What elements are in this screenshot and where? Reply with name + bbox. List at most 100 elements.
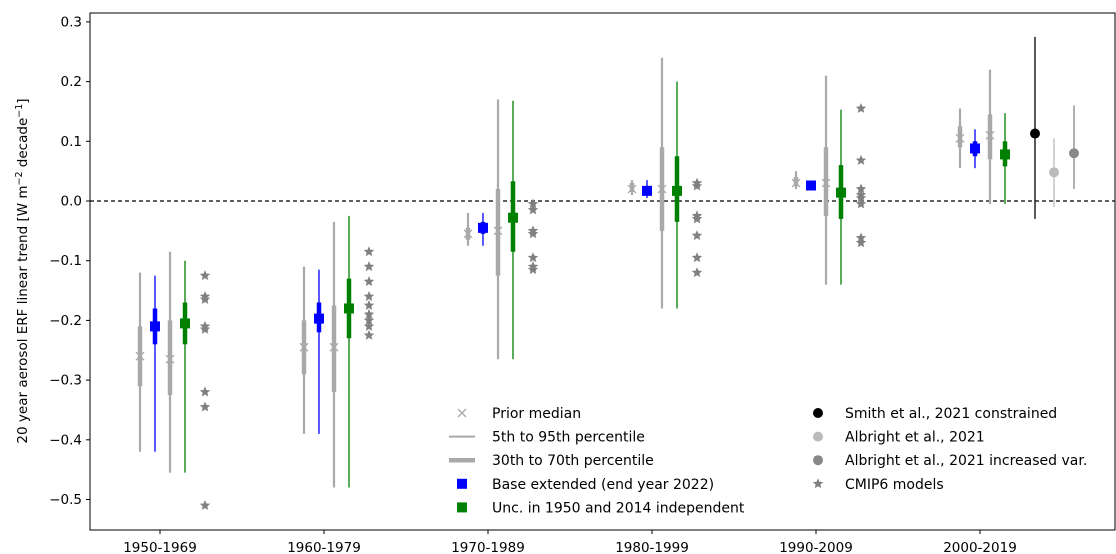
- prior-median-sample1-marker: [299, 342, 309, 352]
- cmip6-point: [691, 180, 703, 191]
- cmip6-point: [363, 276, 375, 287]
- base-extended-marker: [970, 143, 980, 154]
- x-tick-label: 1980-1999: [615, 540, 689, 554]
- prior-median-sample1-marker-stroke: [955, 133, 965, 143]
- unc-independent-marker: [836, 187, 846, 198]
- cmip6-point: [855, 154, 867, 165]
- legend-x-marker: [457, 408, 467, 418]
- cmip6-point: [855, 102, 867, 113]
- cmip6-point: [691, 230, 703, 241]
- prior-median-sample1-marker-stroke: [627, 184, 637, 194]
- unc-independent-marker: [672, 185, 682, 196]
- plot-frame: [89, 12, 1116, 531]
- cmip6-point: [363, 246, 375, 257]
- cmip6-point: [527, 264, 539, 275]
- prior-median-sample1-marker-stroke: [791, 178, 801, 188]
- prior-median-sample2-marker: [657, 184, 667, 194]
- prior-median-sample1-marker: [955, 133, 965, 143]
- cmip6-point: [855, 192, 867, 203]
- x-tick-label: 1950-1969: [123, 540, 197, 554]
- cmip6-point: [363, 308, 375, 319]
- legend-green-square: [457, 502, 467, 513]
- legend-label: Albright et al., 2021: [845, 430, 985, 446]
- y-axis-label-part: −2: [14, 171, 25, 185]
- cmip6-point: [691, 267, 703, 278]
- extra-point-0: [1030, 128, 1040, 139]
- base-extended-marker: [642, 185, 652, 196]
- y-tick-label: −0.2: [49, 313, 82, 329]
- prior-median-sample1-marker: [463, 229, 473, 239]
- base-extended-marker: [314, 313, 324, 324]
- unc-independent-marker: [508, 212, 518, 223]
- cmip6-point: [527, 204, 539, 215]
- legend-label: Unc. in 1950 and 2014 independent: [492, 500, 745, 516]
- cmip6-point: [855, 183, 867, 194]
- cmip6-point: [691, 213, 703, 224]
- y-tick-label: 0.3: [61, 14, 82, 30]
- legend-label: Smith et al., 2021 constrained: [845, 406, 1057, 422]
- cmip6-point: [855, 237, 867, 248]
- prior-median-sample1-marker-stroke: [299, 342, 309, 352]
- prior-median-sample1-marker: [627, 184, 637, 194]
- y-tick-label: −0.5: [49, 492, 82, 508]
- cmip6-point: [363, 329, 375, 340]
- prior-median-sample2-marker-stroke: [985, 130, 995, 140]
- y-tick-label: 0.0: [61, 194, 82, 210]
- y-tick-label: −0.4: [49, 432, 82, 448]
- cmip6-point: [199, 499, 211, 510]
- cmip6-point: [199, 270, 211, 281]
- y-tick-label: −0.1: [49, 253, 82, 269]
- legend-label: Prior median: [492, 406, 581, 422]
- legend-label: Base extended (end year 2022): [492, 477, 714, 493]
- cmip6-point: [199, 294, 211, 304]
- legend-lightgray-dot: [813, 431, 823, 442]
- prior-median-sample1-marker: [135, 351, 145, 361]
- y-axis-label-part: decade: [15, 118, 31, 172]
- y-tick-label: −0.3: [49, 373, 82, 389]
- cmip6-point: [527, 228, 539, 239]
- cmip6-point: [199, 323, 211, 334]
- prior-median-sample1-marker: [791, 178, 801, 188]
- unc-independent-marker: [1000, 149, 1010, 160]
- x-tick-label: 2000-2019: [943, 540, 1017, 554]
- cmip6-point: [199, 401, 211, 412]
- prior-median-sample2-marker-stroke: [657, 184, 667, 194]
- cmip6-point: [527, 198, 539, 209]
- cmip6-point: [855, 198, 867, 209]
- prior-median-sample2-marker: [493, 226, 503, 236]
- cmip6-point: [363, 299, 375, 310]
- x-tick-label: 1970-1989: [451, 540, 525, 554]
- base-extended-marker: [478, 222, 488, 233]
- y-tick-label: 0.2: [61, 74, 82, 90]
- y-tick-label: 0.1: [61, 134, 82, 150]
- prior-median-sample2-marker: [985, 130, 995, 140]
- base-extended-marker: [150, 321, 160, 332]
- cmip6-point: [363, 261, 375, 272]
- legend-label: 30th to 70th percentile: [492, 453, 654, 469]
- prior-median-sample2-marker: [821, 178, 831, 188]
- prior-median-sample1-marker-stroke: [135, 351, 145, 361]
- extra-point-1: [1049, 167, 1059, 178]
- legend-black-dot: [813, 408, 823, 418]
- prior-median-sample1-marker-stroke: [463, 229, 473, 239]
- legend-label: Albright et al., 2021 increased var.: [845, 453, 1087, 469]
- extra-point-2: [1069, 148, 1079, 159]
- y-axis-label-part: 20 year aerosol ERF linear trend [W m: [15, 185, 31, 443]
- legend-label: 5th to 95th percentile: [492, 430, 645, 446]
- cmip6-point: [527, 252, 539, 263]
- prior-median-sample2-marker-stroke: [493, 226, 503, 236]
- base-extended-marker: [806, 180, 816, 191]
- cmip6-point: [199, 386, 211, 397]
- unc-independent-marker: [344, 303, 354, 314]
- cmip6-point: [363, 291, 375, 301]
- unc-independent-marker: [180, 318, 190, 329]
- legend-gray-dot: [813, 455, 823, 466]
- x-tick-label: 1960-1979: [287, 540, 361, 554]
- prior-median-sample2-marker-stroke: [329, 342, 339, 352]
- cmip6-point: [363, 320, 375, 331]
- prior-median-sample2-marker: [329, 342, 339, 352]
- legend-label: CMIP6 models: [845, 477, 944, 493]
- legend-star: [812, 478, 824, 489]
- y-axis-label-part: ]: [15, 98, 31, 103]
- cmip6-point: [363, 314, 375, 325]
